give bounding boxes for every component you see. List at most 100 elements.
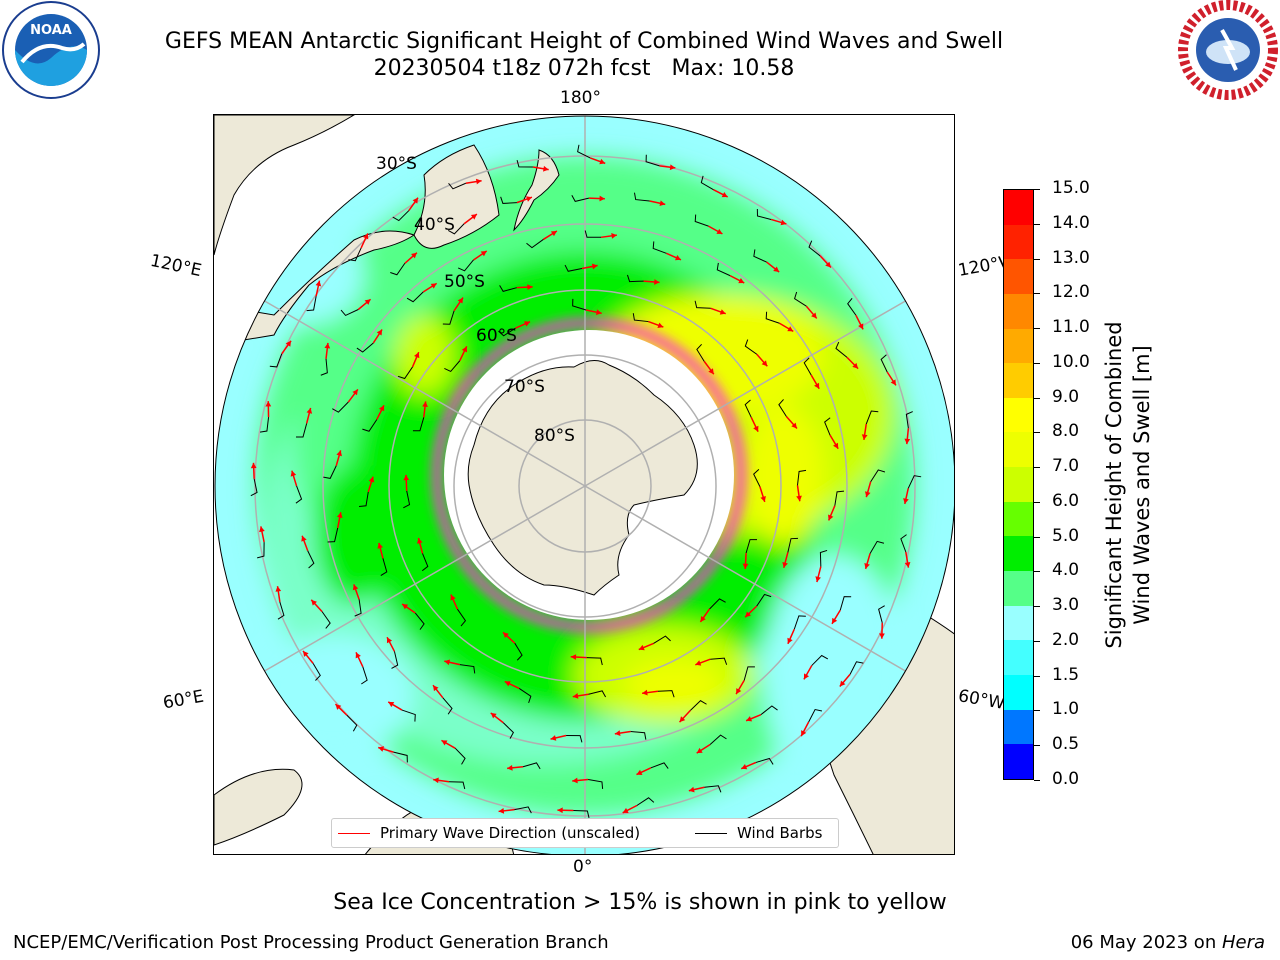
wave-arrow-head [352,584,359,591]
wind-barb [518,688,532,704]
wave-arrow-head [719,309,726,315]
lat-label-80s: 80°S [534,426,575,446]
wind-barb [323,465,337,479]
wind-barb [572,298,587,311]
colorbar-segment [1004,328,1033,364]
wind-barb [442,310,455,325]
colorbar-segment [1004,674,1033,710]
wave-arrow-head [363,233,369,240]
wind-barb [765,311,780,324]
wind-barb [905,411,913,429]
colorbar-segment [1004,571,1033,606]
wind-barb [756,208,772,220]
wave-arrow-head [572,693,579,699]
wave-arrow-head [742,563,749,570]
wind-barb [499,285,517,292]
legend-label-wave-direction: Primary Wave Direction (unscaled) [380,824,641,842]
wind-barb [564,264,583,272]
wind-barb [880,354,888,373]
wave-arrow-head [654,279,660,285]
colorbar-segment [1004,259,1033,294]
wave-arrow-head [265,401,272,407]
wave-arrow-head [745,611,751,618]
wave-arrow-head [815,576,821,583]
wave-arrow-head [657,322,664,328]
wind-barb [745,539,758,554]
wind-barb [869,540,885,554]
wind-barb [694,300,711,309]
wind-barb [743,666,755,681]
wind-barb [571,195,589,202]
wave-arrow-head [814,382,820,389]
wind-barb [516,159,533,168]
wave-arrow-head [507,764,513,771]
colorbar-tick-label: 1.0 [1052,699,1080,720]
wind-barb [414,612,425,630]
wind-barb [449,781,466,790]
lon-label-60e: 60°E [161,686,206,714]
meridian-line [264,300,586,487]
meridian-line [584,485,906,672]
wind-barb [811,654,829,666]
wave-arrow-head [638,644,645,651]
colorbar-tick-mark [1034,362,1040,364]
wave-arrow-head [595,309,602,316]
wind-barb [878,605,885,623]
wind-barb [295,485,303,504]
wave-arrow-head [780,219,787,226]
wave-arrow-head [700,615,706,622]
colorbar-segment [1004,190,1033,225]
wind-barb [421,553,429,572]
wave-arrow-head [386,637,393,644]
colorbar-tick-mark [1034,606,1040,608]
wind-barb [307,550,315,569]
lon-label-0: 0° [573,857,593,877]
colorbar-tick-mark [1034,675,1040,677]
colorbar-tick-mark [1034,432,1040,434]
wave-arrow-head [403,474,410,481]
wave-arrow-head [417,537,423,544]
colorbar-tick-mark [1034,745,1040,747]
wave-arrow-head [611,232,617,239]
wave-arrow-head [527,284,533,290]
wave-arrow-head [364,299,371,305]
wind-barb [393,751,408,763]
wave-arrow-head [336,512,343,519]
wind-barb [900,534,907,553]
colorbar-tick-label: 8.0 [1052,421,1080,442]
wave-arrow-head [290,470,297,477]
wind-barbs [250,144,922,818]
wave-arrow-head [828,514,834,521]
wind-barb [808,708,823,723]
legend-line-red [338,832,370,834]
wind-barb [694,214,709,227]
wave-arrow-head [259,526,265,533]
wind-barb [457,259,474,272]
wave-direction-arrows [250,157,911,814]
wind-barb [257,542,265,559]
wave-arrow-head [803,673,810,680]
wave-arrow-head [433,685,439,692]
lat-label-40s: 40°S [414,215,455,235]
wave-arrow-head [250,462,257,469]
wind-barb [312,663,321,681]
colorbar-segment [1004,605,1033,641]
wind-barb [650,762,669,769]
wave-arrow-head [444,659,451,666]
wave-arrow-head [480,250,487,257]
wind-barb [630,730,647,740]
wave-arrow-head [614,730,621,736]
wind-barb [380,558,388,576]
colorbar-tick-label: 0.0 [1052,769,1080,789]
map-svg: 30°S 40°S 50°S 60°S 70°S 80°S [214,115,954,854]
map-boundary [214,115,954,854]
graticule [254,116,916,854]
wind-barb [700,175,714,191]
title-line-1: GEFS MEAN Antarctic Significant Height o… [164,29,1004,54]
wave-arrow-head [782,561,788,568]
wind-barb [321,611,331,629]
wave-arrow-head [301,535,307,542]
wind-barb [636,797,655,806]
sea-ice-edge [432,318,746,632]
wind-barb [454,747,466,765]
